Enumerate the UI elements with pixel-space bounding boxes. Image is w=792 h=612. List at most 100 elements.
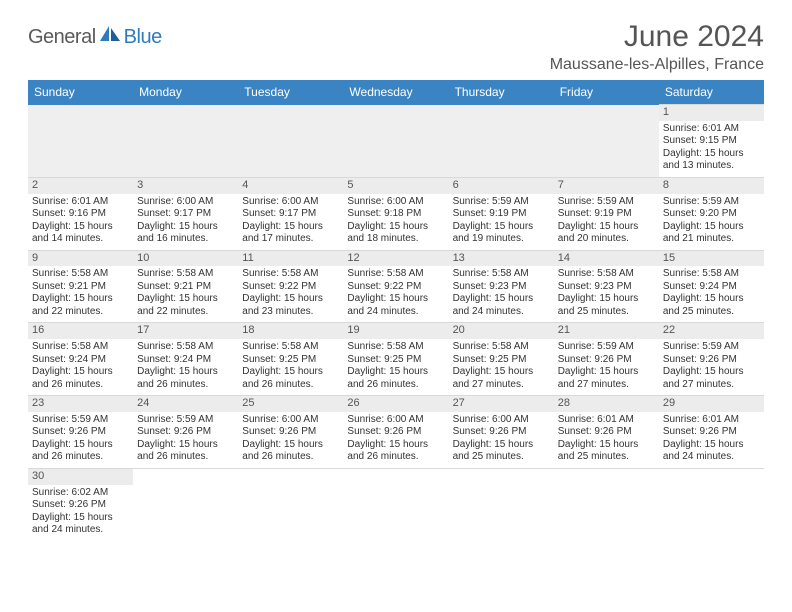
cell-line-sr: Sunrise: 5:58 AM: [453, 268, 550, 281]
cell-line-d1: Daylight: 15 hours: [137, 293, 234, 306]
cell-line-d2: and 24 minutes.: [663, 451, 760, 464]
weekday-header: Wednesday: [343, 80, 448, 105]
cell-line-sr: Sunrise: 6:01 AM: [663, 123, 760, 136]
calendar-cell: [133, 468, 238, 540]
cell-line-d2: and 26 minutes.: [242, 451, 339, 464]
calendar-week-row: 1Sunrise: 6:01 AMSunset: 9:15 PMDaylight…: [28, 105, 764, 178]
day-number: 25: [238, 396, 343, 412]
cell-line-ss: Sunset: 9:26 PM: [32, 499, 129, 512]
calendar-cell: [449, 105, 554, 178]
day-number: 5: [343, 178, 448, 194]
cell-line-ss: Sunset: 9:26 PM: [558, 426, 655, 439]
weekday-header: Monday: [133, 80, 238, 105]
cell-line-d2: and 25 minutes.: [663, 306, 760, 319]
calendar-cell: 17Sunrise: 5:58 AMSunset: 9:24 PMDayligh…: [133, 323, 238, 396]
cell-line-d2: and 26 minutes.: [32, 451, 129, 464]
calendar-cell: 1Sunrise: 6:01 AMSunset: 9:15 PMDaylight…: [659, 105, 764, 178]
cell-line-sr: Sunrise: 6:01 AM: [32, 196, 129, 209]
weekday-header: Tuesday: [238, 80, 343, 105]
cell-line-d2: and 26 minutes.: [137, 451, 234, 464]
page-header: General Blue June 2024 Maussane-les-Alpi…: [28, 20, 764, 74]
cell-line-sr: Sunrise: 5:59 AM: [663, 341, 760, 354]
weekday-header: Sunday: [28, 80, 133, 105]
cell-line-sr: Sunrise: 5:58 AM: [242, 268, 339, 281]
cell-line-d2: and 26 minutes.: [347, 451, 444, 464]
calendar-cell: 23Sunrise: 5:59 AMSunset: 9:26 PMDayligh…: [28, 396, 133, 469]
calendar-cell: 25Sunrise: 6:00 AMSunset: 9:26 PMDayligh…: [238, 396, 343, 469]
day-number: 1: [659, 105, 764, 121]
cell-line-ss: Sunset: 9:23 PM: [453, 281, 550, 294]
calendar-cell: 15Sunrise: 5:58 AMSunset: 9:24 PMDayligh…: [659, 250, 764, 323]
cell-line-sr: Sunrise: 5:59 AM: [137, 414, 234, 427]
calendar-week-row: 23Sunrise: 5:59 AMSunset: 9:26 PMDayligh…: [28, 396, 764, 469]
calendar-cell: 19Sunrise: 5:58 AMSunset: 9:25 PMDayligh…: [343, 323, 448, 396]
cell-line-ss: Sunset: 9:17 PM: [242, 208, 339, 221]
cell-line-d2: and 26 minutes.: [32, 379, 129, 392]
cell-line-d1: Daylight: 15 hours: [663, 293, 760, 306]
calendar-cell: 28Sunrise: 6:01 AMSunset: 9:26 PMDayligh…: [554, 396, 659, 469]
cell-line-sr: Sunrise: 5:58 AM: [137, 268, 234, 281]
day-number: 28: [554, 396, 659, 412]
day-number: 27: [449, 396, 554, 412]
calendar-week-row: 30Sunrise: 6:02 AMSunset: 9:26 PMDayligh…: [28, 468, 764, 540]
weekday-header: Saturday: [659, 80, 764, 105]
weekday-header: Friday: [554, 80, 659, 105]
cell-line-d1: Daylight: 15 hours: [137, 366, 234, 379]
weekday-header: Thursday: [449, 80, 554, 105]
calendar-cell: 18Sunrise: 5:58 AMSunset: 9:25 PMDayligh…: [238, 323, 343, 396]
calendar-cell: 4Sunrise: 6:00 AMSunset: 9:17 PMDaylight…: [238, 177, 343, 250]
cell-line-d2: and 24 minutes.: [347, 306, 444, 319]
cell-line-d1: Daylight: 15 hours: [663, 148, 760, 161]
cell-line-ss: Sunset: 9:21 PM: [137, 281, 234, 294]
calendar-cell: 14Sunrise: 5:58 AMSunset: 9:23 PMDayligh…: [554, 250, 659, 323]
calendar-cell: 27Sunrise: 6:00 AMSunset: 9:26 PMDayligh…: [449, 396, 554, 469]
calendar-cell: 22Sunrise: 5:59 AMSunset: 9:26 PMDayligh…: [659, 323, 764, 396]
cell-line-d2: and 22 minutes.: [137, 306, 234, 319]
cell-line-d2: and 16 minutes.: [137, 233, 234, 246]
cell-line-d2: and 23 minutes.: [242, 306, 339, 319]
cell-line-ss: Sunset: 9:26 PM: [663, 426, 760, 439]
cell-line-ss: Sunset: 9:26 PM: [663, 354, 760, 367]
cell-line-ss: Sunset: 9:17 PM: [137, 208, 234, 221]
cell-line-sr: Sunrise: 5:59 AM: [558, 341, 655, 354]
day-number: 2: [28, 178, 133, 194]
cell-line-ss: Sunset: 9:26 PM: [347, 426, 444, 439]
calendar-cell: 10Sunrise: 5:58 AMSunset: 9:21 PMDayligh…: [133, 250, 238, 323]
cell-line-ss: Sunset: 9:24 PM: [663, 281, 760, 294]
cell-line-d2: and 24 minutes.: [453, 306, 550, 319]
brand-logo: General Blue: [28, 26, 162, 49]
calendar-cell: 30Sunrise: 6:02 AMSunset: 9:26 PMDayligh…: [28, 468, 133, 540]
calendar-cell: 9Sunrise: 5:58 AMSunset: 9:21 PMDaylight…: [28, 250, 133, 323]
calendar-table: SundayMondayTuesdayWednesdayThursdayFrid…: [28, 80, 764, 541]
calendar-week-row: 9Sunrise: 5:58 AMSunset: 9:21 PMDaylight…: [28, 250, 764, 323]
day-number: 13: [449, 251, 554, 267]
calendar-cell: 3Sunrise: 6:00 AMSunset: 9:17 PMDaylight…: [133, 177, 238, 250]
cell-line-sr: Sunrise: 6:00 AM: [137, 196, 234, 209]
cell-line-sr: Sunrise: 5:59 AM: [558, 196, 655, 209]
brand-sail-icon: [100, 26, 122, 49]
cell-line-d2: and 27 minutes.: [453, 379, 550, 392]
cell-line-d2: and 18 minutes.: [347, 233, 444, 246]
cell-line-sr: Sunrise: 6:01 AM: [663, 414, 760, 427]
day-number: 30: [28, 469, 133, 485]
cell-line-d2: and 27 minutes.: [558, 379, 655, 392]
cell-line-d1: Daylight: 15 hours: [242, 366, 339, 379]
cell-line-d2: and 20 minutes.: [558, 233, 655, 246]
cell-line-d1: Daylight: 15 hours: [32, 293, 129, 306]
day-number: 17: [133, 323, 238, 339]
day-number: 18: [238, 323, 343, 339]
month-title: June 2024: [550, 20, 764, 54]
calendar-cell: 11Sunrise: 5:58 AMSunset: 9:22 PMDayligh…: [238, 250, 343, 323]
brand-text-general: General: [28, 26, 96, 49]
calendar-cell: 12Sunrise: 5:58 AMSunset: 9:22 PMDayligh…: [343, 250, 448, 323]
title-block: June 2024 Maussane-les-Alpilles, France: [550, 20, 764, 74]
cell-line-sr: Sunrise: 5:58 AM: [347, 341, 444, 354]
cell-line-sr: Sunrise: 6:01 AM: [558, 414, 655, 427]
cell-line-sr: Sunrise: 5:58 AM: [242, 341, 339, 354]
calendar-cell: [238, 105, 343, 178]
cell-line-d1: Daylight: 15 hours: [32, 221, 129, 234]
day-number: 9: [28, 251, 133, 267]
cell-line-sr: Sunrise: 6:00 AM: [242, 196, 339, 209]
cell-line-d1: Daylight: 15 hours: [347, 366, 444, 379]
calendar-week-row: 16Sunrise: 5:58 AMSunset: 9:24 PMDayligh…: [28, 323, 764, 396]
